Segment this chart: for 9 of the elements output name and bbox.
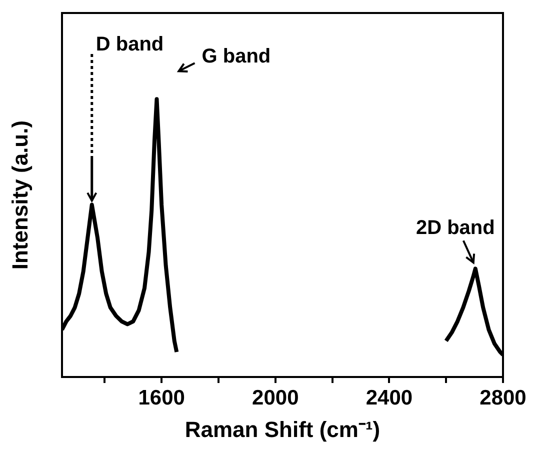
annotation: 2D band bbox=[416, 217, 495, 240]
x-axis-title: Raman Shift (cm⁻¹) bbox=[184, 416, 380, 442]
x-tick-label: 1600 bbox=[138, 386, 185, 410]
y-axis-title: Intensity (a.u.) bbox=[7, 120, 32, 270]
x-tick-label: 2800 bbox=[480, 386, 526, 410]
annotation: G band bbox=[202, 46, 271, 68]
annotation: D band bbox=[96, 34, 164, 56]
x-tick-label: 2000 bbox=[252, 386, 299, 410]
x-tick-label: 2400 bbox=[366, 386, 413, 410]
